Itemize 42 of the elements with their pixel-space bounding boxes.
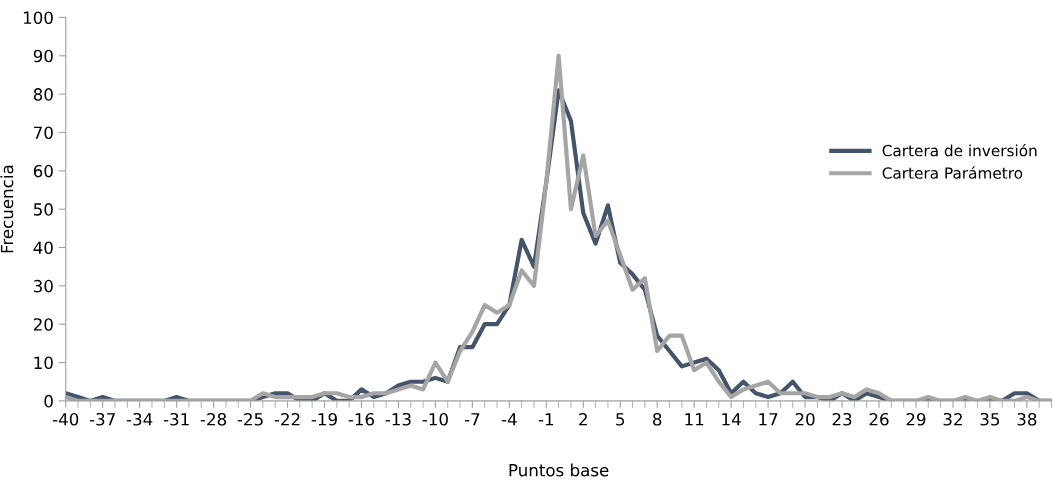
y-tick-label: 0 xyxy=(44,394,53,408)
x-tick-label: -19 xyxy=(311,412,337,426)
x-tick-label: -37 xyxy=(89,412,115,426)
x-tick-label: 8 xyxy=(653,412,662,426)
legend-label: Cartera Parámetro xyxy=(882,166,1023,179)
y-tick-label: 20 xyxy=(33,318,53,331)
x-tick-label: -4 xyxy=(501,413,517,426)
x-tick-label: 20 xyxy=(795,412,815,426)
x-tick-label: 32 xyxy=(943,412,962,426)
x-tick-label: -40 xyxy=(52,412,79,426)
x-tick-label: -10 xyxy=(422,412,448,426)
y-tick-label: 10 xyxy=(34,356,53,370)
y-tick-label: 80 xyxy=(33,88,53,101)
x-tick-label: 23 xyxy=(832,412,852,426)
y-tick-label: 40 xyxy=(33,241,53,255)
legend-label: Cartera de inversión xyxy=(882,143,1037,157)
x-tick-label: 29 xyxy=(906,412,926,426)
y-tick-label: 60 xyxy=(33,164,53,178)
x-tick-label: 11 xyxy=(685,413,704,426)
x-tick-label: -31 xyxy=(163,412,189,426)
y-axis-title: Frecuencia xyxy=(0,165,14,253)
x-tick-label: -1 xyxy=(538,413,554,426)
x-tick-label: -25 xyxy=(237,412,263,426)
x-tick-label: 17 xyxy=(759,413,778,426)
x-tick-label: -13 xyxy=(385,412,411,426)
y-tick-label: 100 xyxy=(23,11,53,24)
x-tick-label: 14 xyxy=(722,413,741,426)
x-tick-label: -34 xyxy=(126,412,153,426)
y-tick-label: 50 xyxy=(33,203,53,216)
x-tick-label: -16 xyxy=(348,412,375,426)
x-tick-label: 38 xyxy=(1017,412,1037,426)
x-tick-label: 2 xyxy=(579,412,587,426)
y-tick-label: 70 xyxy=(34,126,53,140)
x-tick-label: -22 xyxy=(274,412,300,426)
x-tick-label: 35 xyxy=(980,412,1000,426)
x-axis-title: Puntos base xyxy=(509,463,609,477)
x-tick-label: -28 xyxy=(200,412,227,426)
y-tick-label: 30 xyxy=(33,279,53,293)
x-tick-label: -7 xyxy=(464,413,480,426)
x-tick-label: 26 xyxy=(869,412,889,426)
x-tick-label: 5 xyxy=(616,413,625,426)
y-tick-label: 90 xyxy=(33,49,53,63)
